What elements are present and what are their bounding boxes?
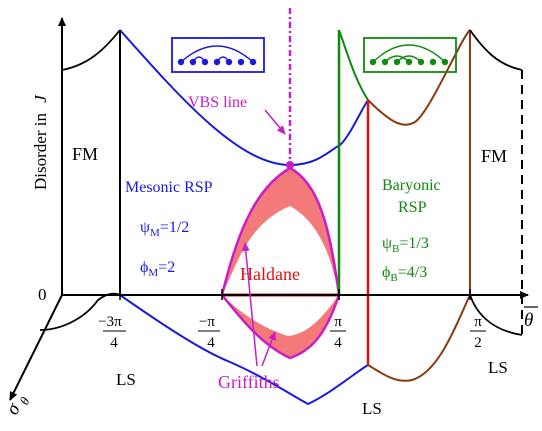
tick-label-pi-2: π 2 [470, 314, 486, 351]
fm-top-right-curve [469, 29, 523, 71]
y-axis-label-text: Disorder in [31, 113, 50, 190]
tick-label-neg-pi-4: −π 4 [198, 314, 220, 351]
vbs-label-arrow [264, 109, 286, 135]
svg-text:4: 4 [334, 335, 342, 351]
haldane-label: Haldane [240, 264, 300, 284]
griffiths-boundary [220, 166, 341, 360]
fm-left-label: FM [72, 144, 98, 164]
ls-label-middle: LS [362, 399, 382, 418]
baryonic-boundary [338, 29, 369, 101]
brown-upper-boundary [367, 29, 471, 126]
origin-label: 0 [38, 285, 47, 304]
sigma-axis-label-sub: θ [16, 394, 33, 407]
griffiths-arrow-upper [241, 242, 258, 367]
baryonic-label-line1: Baryonic [382, 177, 441, 194]
svg-text:π: π [474, 314, 482, 330]
baryonic-label-line2: RSP [398, 199, 427, 216]
tick-label-neg-3pi-4: −3π 4 [98, 314, 126, 351]
phi-m-label: ϕM=2 [140, 259, 175, 279]
ls-right-bottom-curve [469, 294, 523, 336]
svg-text:4: 4 [110, 335, 118, 351]
tick-label-pi-4: π 4 [330, 314, 346, 351]
mesonic-chain-icon [171, 37, 265, 73]
svg-text:4: 4 [207, 335, 215, 351]
baryonic-chain-icon [363, 37, 457, 73]
sigma-axis [9, 294, 63, 401]
sigma-axis-label: σ θ [2, 390, 33, 420]
ls-label-left: LS [116, 370, 136, 389]
theta-axis-label: θ [524, 306, 538, 331]
theta-axis-label-text: θ [524, 310, 533, 331]
griffiths-arrow-lower [261, 331, 276, 367]
fm-top-left-curve [61, 29, 121, 71]
ls-left-bottom-curve [39, 292, 121, 331]
svg-text:−π: −π [199, 314, 215, 330]
vbs-point [286, 161, 294, 169]
svg-text:−3π: −3π [98, 314, 122, 330]
svg-text:2: 2 [474, 335, 482, 351]
psi-m-label: ψM=1/2 [140, 219, 189, 239]
y-axis-label: Disorder in J [31, 94, 50, 190]
ls-label-right: LS [488, 358, 508, 377]
vbs-label: VBS line [188, 94, 247, 111]
fm-right-label: FM [481, 146, 507, 166]
phi-b-label: ϕB=4/3 [382, 264, 427, 284]
psi-b-label: ψB=1/3 [382, 235, 429, 255]
svg-text:π: π [334, 314, 342, 330]
y-axis-label-symbol: J [31, 94, 50, 103]
griffiths-label: Griffiths [218, 372, 280, 392]
mesonic-label: Mesonic RSP [125, 179, 213, 196]
mesonic-lower-boundary [119, 294, 369, 406]
brown-lower-boundary [367, 294, 471, 382]
